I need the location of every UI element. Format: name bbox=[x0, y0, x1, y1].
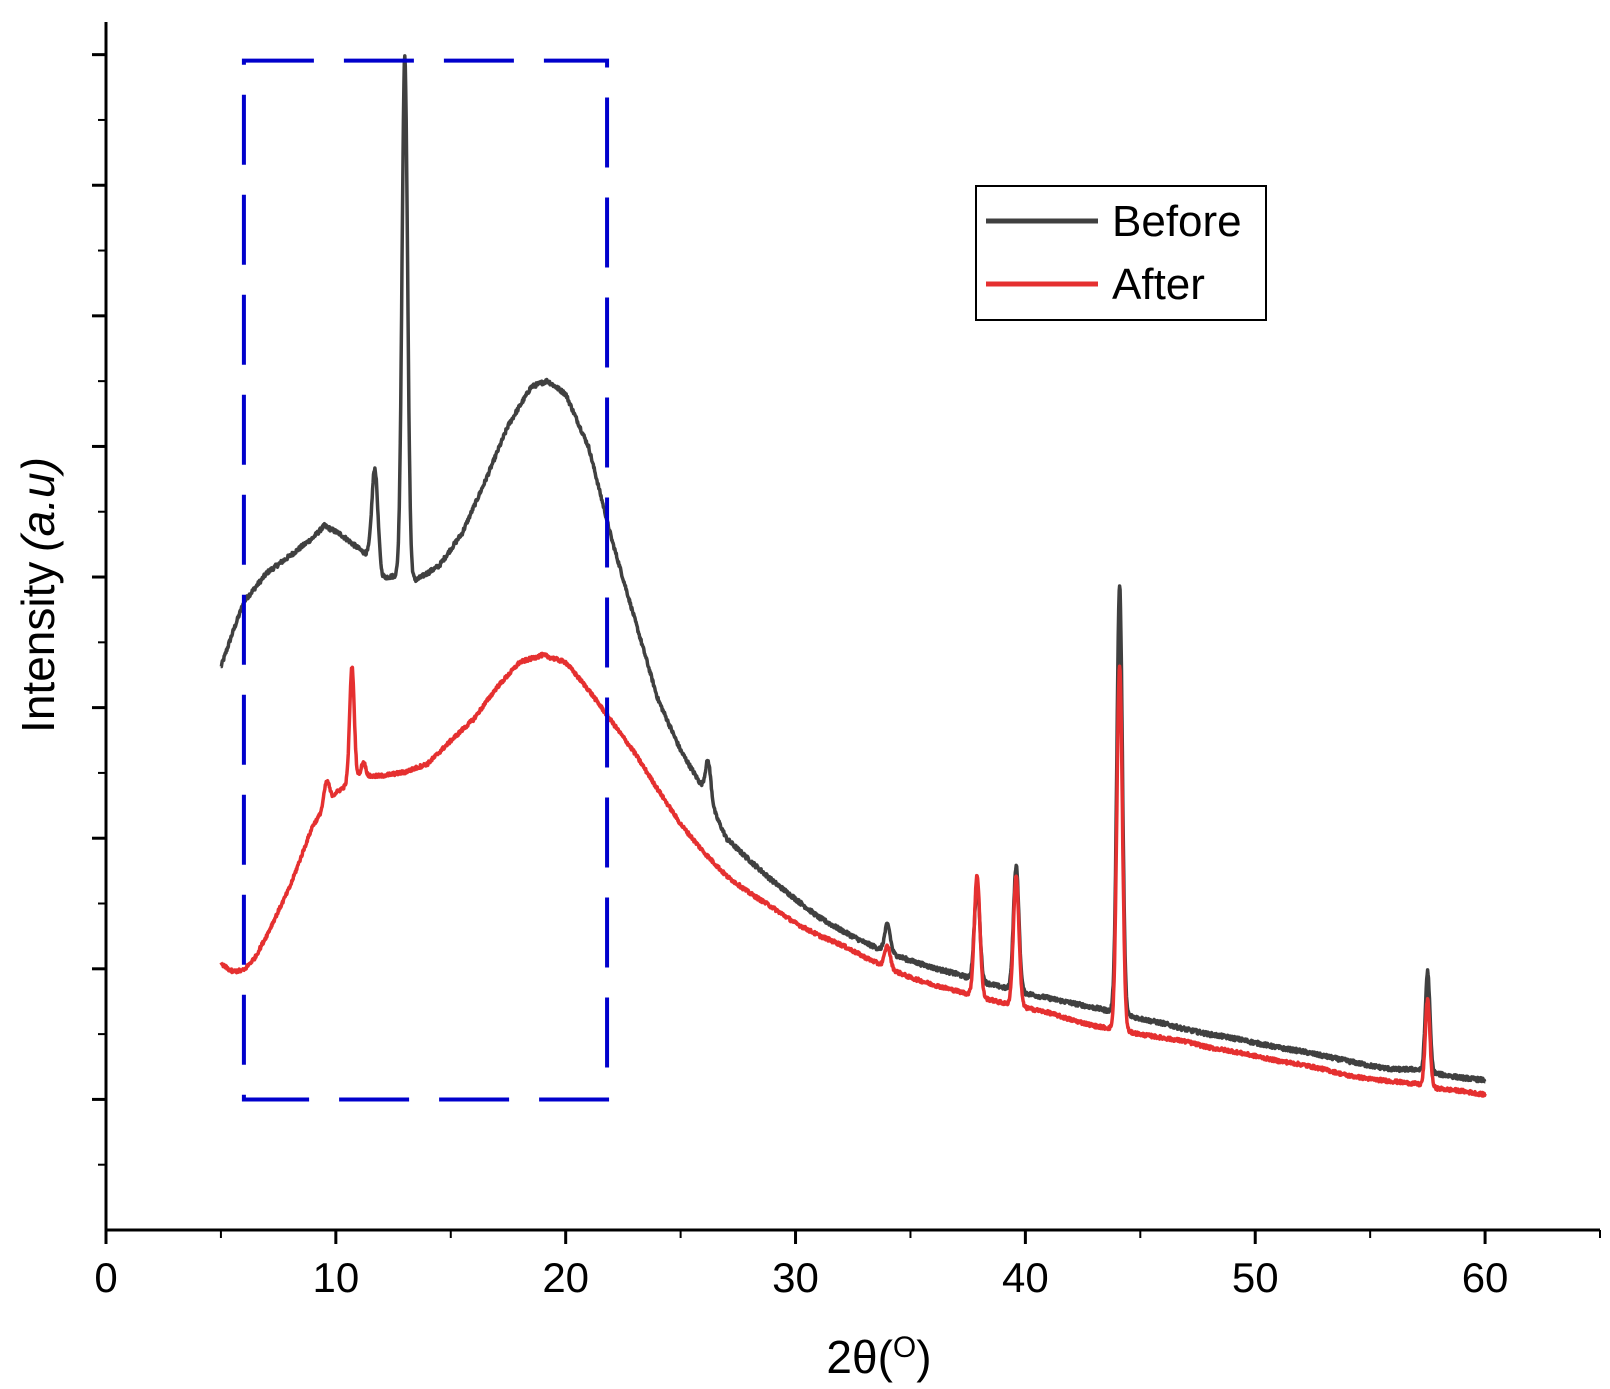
legend-label-after: After bbox=[1112, 260, 1205, 309]
x-tick-label: 30 bbox=[772, 1254, 819, 1301]
x-axis-title: 2θ(O) bbox=[826, 1331, 931, 1384]
legend: Before After bbox=[975, 185, 1267, 321]
legend-label-before: Before bbox=[1112, 197, 1242, 246]
legend-box bbox=[975, 185, 1267, 321]
series-line-after bbox=[219, 651, 1487, 1098]
axes-layer bbox=[104, 22, 1600, 1232]
x-axis-title-close: ) bbox=[916, 1331, 931, 1383]
y-axis-title-main: Intensity bbox=[12, 562, 64, 733]
x-tick-label: 20 bbox=[542, 1254, 589, 1301]
x-tick-label: 50 bbox=[1232, 1254, 1279, 1301]
y-axis-title-unit: (a.u) bbox=[12, 457, 64, 552]
series-layer bbox=[219, 54, 1487, 1098]
x-tick-label: 10 bbox=[312, 1254, 359, 1301]
x-tick-label: 60 bbox=[1462, 1254, 1509, 1301]
x-tick-label: 40 bbox=[1002, 1254, 1049, 1301]
ticks-layer: 0 10 20 30 40 50 60 bbox=[92, 53, 1601, 1301]
x-axis-title-sup: O bbox=[893, 1331, 916, 1364]
x-axis-title-main: 2θ( bbox=[826, 1331, 893, 1383]
y-axis-title: Intensity (a.u) bbox=[12, 457, 64, 733]
series-line-before bbox=[219, 54, 1487, 1084]
x-tick-label: 0 bbox=[94, 1254, 117, 1301]
